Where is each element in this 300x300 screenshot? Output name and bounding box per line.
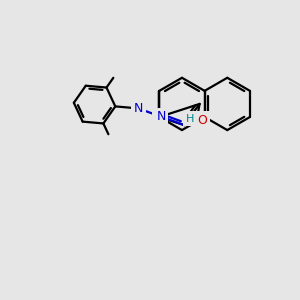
Text: N: N bbox=[157, 110, 166, 123]
Text: S: S bbox=[155, 110, 164, 124]
Text: N: N bbox=[134, 102, 143, 115]
Text: O: O bbox=[197, 113, 207, 127]
Text: H: H bbox=[186, 114, 194, 124]
